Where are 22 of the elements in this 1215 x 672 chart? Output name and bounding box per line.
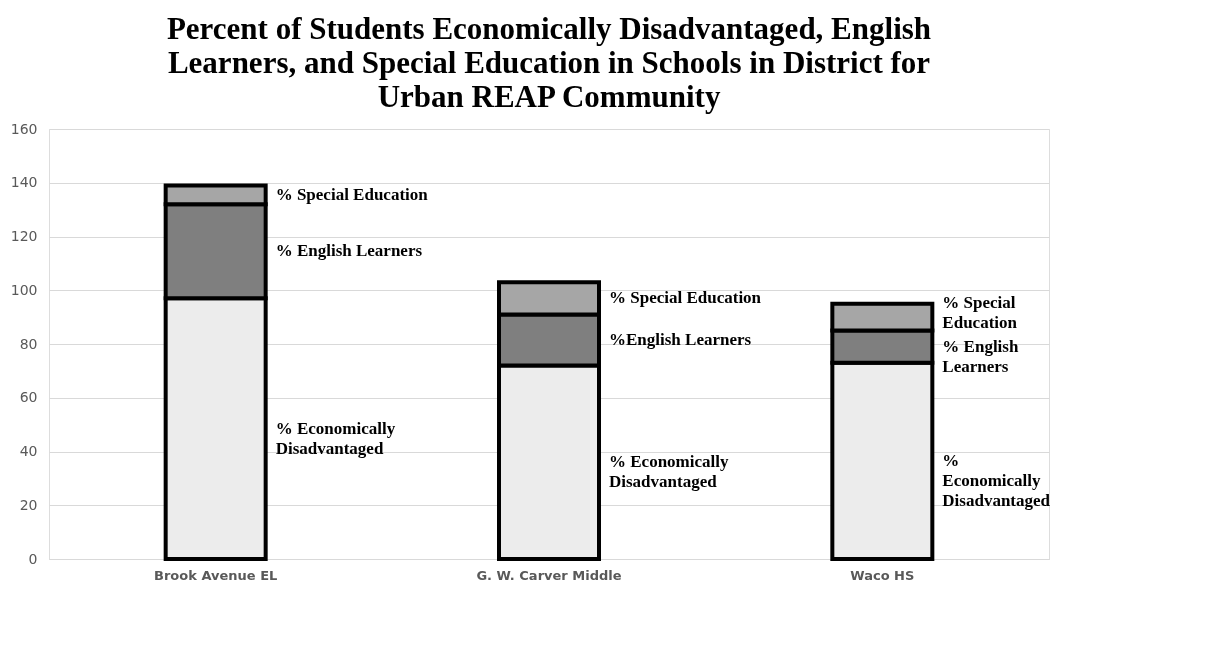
annotation: % Special Education — [942, 292, 1018, 332]
x-tick-label: Waco HS — [850, 567, 915, 583]
annotation: % English Learners — [942, 336, 1019, 376]
y-tick-label: 80 — [19, 335, 38, 352]
annotation: % Economically Disadvantaged — [942, 450, 1051, 510]
x-tick-label: G. W. Carver Middle — [476, 567, 622, 583]
y-tick-label: 120 — [10, 228, 38, 244]
annotation: % Economically Disadvantaged — [609, 452, 729, 492]
annotation: % English Learners — [275, 241, 423, 261]
annotation: % Special Education — [609, 288, 762, 308]
annotation: % Economically Disadvantaged — [275, 418, 396, 458]
y-tick-label: 140 — [10, 174, 38, 191]
y-tick-label: 0 — [28, 550, 38, 567]
y-tick-label: 160 — [10, 120, 38, 137]
y-tick-label: 20 — [19, 496, 38, 513]
y-tick-label: 40 — [19, 443, 38, 459]
annotation: %English Learners — [609, 329, 752, 349]
annotation: % Special Education — [275, 184, 429, 204]
y-tick-label: 100 — [10, 281, 38, 298]
y-tick-label: 60 — [19, 389, 38, 406]
chart-title: Percent of Students Economically Disadvantaged, English Learners, and Special Education in Schools in District for Urban REAP Community — [166, 11, 932, 114]
x-tick-label: Brook Avenue EL — [154, 567, 278, 583]
